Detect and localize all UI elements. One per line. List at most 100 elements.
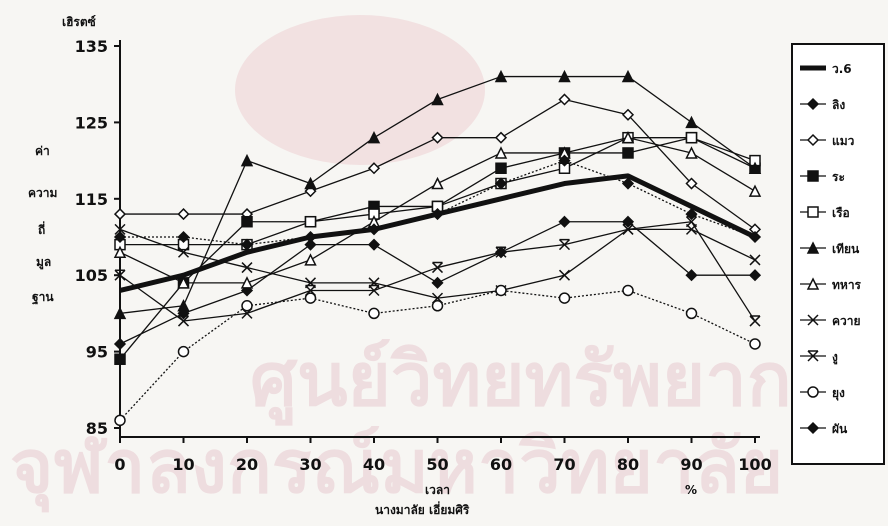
x-axis-title: เวลา [425, 483, 450, 497]
data-point [622, 223, 634, 235]
legend-item: เทียน [800, 241, 860, 256]
y-tick-label: 85 [86, 419, 108, 438]
legend-label: ระ [832, 170, 845, 184]
data-point [558, 215, 571, 228]
data-point [240, 153, 254, 167]
data-point [558, 292, 571, 304]
legend-item: เรือ [800, 206, 850, 220]
x-tick-label: 20 [236, 455, 258, 474]
legend-marker [806, 133, 820, 147]
data-point [368, 307, 380, 320]
watermark-line-1: ศูนย์วิทยทรัพยากร [250, 337, 832, 426]
y-label-word-4: มูล [36, 255, 51, 270]
watermark-seal [235, 15, 485, 165]
data-point [495, 246, 507, 258]
y-label-word-5: ฐาน [32, 290, 54, 305]
data-point [749, 338, 761, 350]
data-point [431, 300, 444, 312]
data-point [431, 276, 444, 289]
x-tick-label: 100 [738, 455, 771, 474]
series-2 [114, 131, 761, 365]
data-point [621, 131, 635, 144]
data-point [494, 69, 508, 83]
series-0 [113, 215, 762, 351]
data-point [431, 92, 444, 106]
data-point [304, 253, 317, 266]
legend-marker [807, 314, 819, 326]
data-point [748, 269, 762, 282]
y-label-word-1: ค่า [35, 144, 50, 158]
legend-label: แมว [832, 134, 855, 148]
legend-marker [807, 350, 819, 362]
data-point [113, 306, 127, 320]
data-point [685, 307, 698, 320]
y-label-word-3: ถี่ [38, 221, 45, 237]
series-8 [114, 284, 761, 427]
data-point [113, 337, 127, 351]
data-point [558, 93, 571, 106]
data-point [177, 208, 190, 221]
data-point [431, 261, 444, 274]
data-point [621, 108, 635, 121]
data-point [685, 146, 698, 159]
data-point [621, 177, 635, 190]
y-label-word-2: ความ [28, 186, 57, 200]
data-point [114, 353, 126, 365]
series-main [119, 173, 757, 293]
y-tick-label: 125 [75, 113, 108, 132]
series-line [119, 173, 757, 293]
data-point [558, 238, 571, 251]
legend-label: ควาย [832, 314, 861, 328]
legend-item: ทหาร [800, 277, 862, 292]
y-ticks: 85 95 105 115 125 135 [75, 37, 120, 438]
data-point [241, 215, 253, 228]
data-point [113, 208, 127, 221]
data-point [749, 254, 761, 266]
legend-marker [807, 170, 819, 182]
data-point [685, 115, 698, 129]
legend-box [791, 43, 885, 465]
data-point [177, 315, 190, 327]
legend-marker [807, 386, 819, 398]
legend-label: ผัน [832, 422, 848, 436]
x-tick-label: 80 [617, 455, 639, 474]
data-point [240, 276, 254, 289]
legend-item: งู [800, 350, 838, 365]
legend-item: ยุง [800, 386, 845, 401]
data-point [495, 162, 507, 174]
watermark-line-2: จุฬาลงกรณ์มหาวิทยาลัย [10, 424, 783, 513]
data-point [558, 269, 571, 281]
data-point [113, 230, 127, 244]
legend-marker [806, 97, 820, 111]
author-name: นางมาลัย เอี่ยมศิริ [375, 501, 470, 517]
y-axis-unit: เฮิรตซ์ [62, 15, 96, 29]
legend-marker [807, 206, 819, 218]
x-tick-label: 40 [363, 455, 385, 474]
legend-item: ระ [800, 170, 845, 184]
data-point [622, 284, 634, 297]
x-tick-label: 0 [114, 455, 125, 474]
data-point [114, 414, 126, 427]
legend-marker [806, 421, 820, 435]
x-tick-label: 60 [490, 455, 512, 474]
data-point [367, 162, 381, 175]
x-tick-label: 70 [553, 455, 575, 474]
legend-label: เรือ [832, 206, 850, 220]
data-point [240, 238, 254, 251]
data-point [621, 69, 635, 83]
data-point [685, 177, 698, 190]
data-point [177, 230, 190, 244]
data-point [304, 292, 317, 304]
legend-marker [806, 277, 820, 290]
legend-item: แมว [800, 133, 855, 148]
data-point [177, 246, 190, 258]
data-point [622, 147, 634, 159]
data-point [177, 276, 190, 289]
data-point [494, 131, 508, 144]
data-point [685, 208, 698, 221]
x-tick-label: 90 [680, 455, 702, 474]
legend-item: ลิง [800, 97, 845, 112]
x-tick-label: 30 [299, 455, 321, 474]
